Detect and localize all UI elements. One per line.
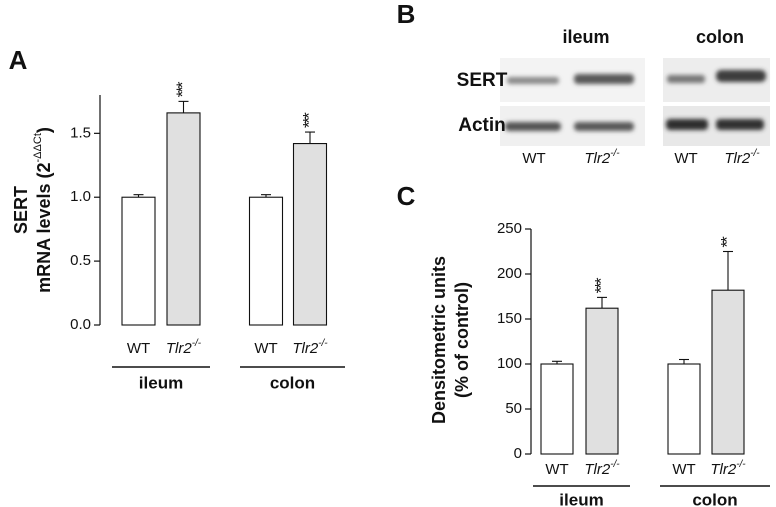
bar — [121, 196, 156, 326]
x-tick-label: Tlr2-/- — [710, 459, 746, 478]
error-bar — [597, 296, 607, 309]
x-tick-label: Tlr2-/- — [166, 338, 202, 357]
lane-superscript: -/- — [750, 148, 760, 159]
panel-label: C — [397, 181, 416, 211]
error-bar — [305, 131, 315, 144]
category-text: Tlr2 — [292, 340, 318, 357]
category-text: WT — [672, 461, 695, 478]
y-tick-label: 0.5 — [70, 252, 91, 269]
significance: *** — [299, 112, 318, 128]
error-bar — [552, 360, 562, 364]
category-text: Tlr2 — [584, 461, 610, 478]
y-tick-label: 1.5 — [70, 124, 91, 141]
x-tick-label: Tlr2-/- — [292, 338, 328, 357]
y-label-part: -ΔΔCt — [32, 133, 44, 162]
x-tick-label: WT — [672, 461, 695, 478]
y-label-part: ) — [34, 127, 54, 133]
bar — [248, 196, 284, 326]
blot-lane-label: WT — [674, 150, 697, 167]
blot-image — [500, 58, 770, 146]
y-tick-label: 0.0 — [70, 316, 91, 333]
group-label: colon — [270, 373, 315, 392]
y-label-part: (% of control) — [452, 282, 472, 398]
category-text: Tlr2 — [710, 461, 736, 478]
group-label: colon — [692, 490, 737, 507]
bar — [540, 363, 574, 455]
significance: *** — [591, 277, 610, 293]
lane-text: WT — [522, 150, 545, 167]
lane-text: Tlr2 — [724, 150, 750, 167]
y-label-part: Densitometric units — [429, 256, 449, 424]
bar — [166, 112, 201, 326]
bar — [292, 143, 328, 326]
y-tick-label: 50 — [505, 400, 522, 417]
blot-lane-label: WT — [522, 150, 545, 167]
blot-column-label: colon — [696, 27, 744, 47]
error-bar — [261, 194, 271, 198]
y-axis-label: (% of control) — [452, 282, 472, 398]
lane-superscript: -/- — [610, 148, 620, 159]
x-tick-label: WT — [127, 340, 150, 357]
y-axis-label: SERT — [11, 186, 31, 234]
x-tick-label: WT — [545, 461, 568, 478]
category-superscript: -/- — [736, 459, 746, 470]
significance: *** — [173, 81, 192, 97]
category-superscript: -/- — [192, 338, 202, 349]
error-bar — [178, 100, 189, 113]
y-tick-label: 100 — [497, 355, 522, 372]
group-label: ileum — [559, 490, 603, 507]
lane-text: WT — [674, 150, 697, 167]
y-axis-label: Densitometric units — [429, 256, 449, 424]
y-tick-label: 250 — [497, 220, 522, 237]
error-bar — [133, 194, 144, 198]
category-text: WT — [254, 340, 277, 357]
y-axis-label: mRNA levels (2-ΔΔCt) — [32, 127, 54, 293]
bar — [711, 289, 745, 455]
lane-text: Tlr2 — [584, 150, 610, 167]
y-label-part: mRNA levels (2 — [34, 162, 54, 292]
category-text: WT — [545, 461, 568, 478]
bar — [585, 307, 619, 455]
error-bar — [723, 250, 733, 291]
y-label-part: SERT — [11, 186, 31, 234]
panel-label: A — [9, 45, 28, 75]
bar — [667, 363, 701, 455]
panel-label: B — [397, 0, 416, 29]
category-text: WT — [127, 340, 150, 357]
blot-lane-label: Tlr2-/- — [724, 148, 760, 167]
x-tick-label: WT — [254, 340, 277, 357]
y-tick-label: 1.0 — [70, 188, 91, 205]
significance: ** — [717, 236, 736, 248]
blot-lane-label: Tlr2-/- — [584, 148, 620, 167]
category-text: Tlr2 — [166, 340, 192, 357]
group-label: ileum — [139, 373, 183, 392]
blot-row-label: SERT — [457, 70, 508, 91]
blot-column-label: ileum — [562, 27, 609, 47]
x-tick-label: Tlr2-/- — [584, 459, 620, 478]
blot-row-label: Actin — [458, 115, 506, 136]
category-superscript: -/- — [610, 459, 620, 470]
y-tick-label: 150 — [497, 310, 522, 327]
y-tick-label: 200 — [497, 265, 522, 282]
y-tick-label: 0 — [514, 445, 522, 462]
error-bar — [679, 358, 689, 364]
category-superscript: -/- — [318, 338, 328, 349]
